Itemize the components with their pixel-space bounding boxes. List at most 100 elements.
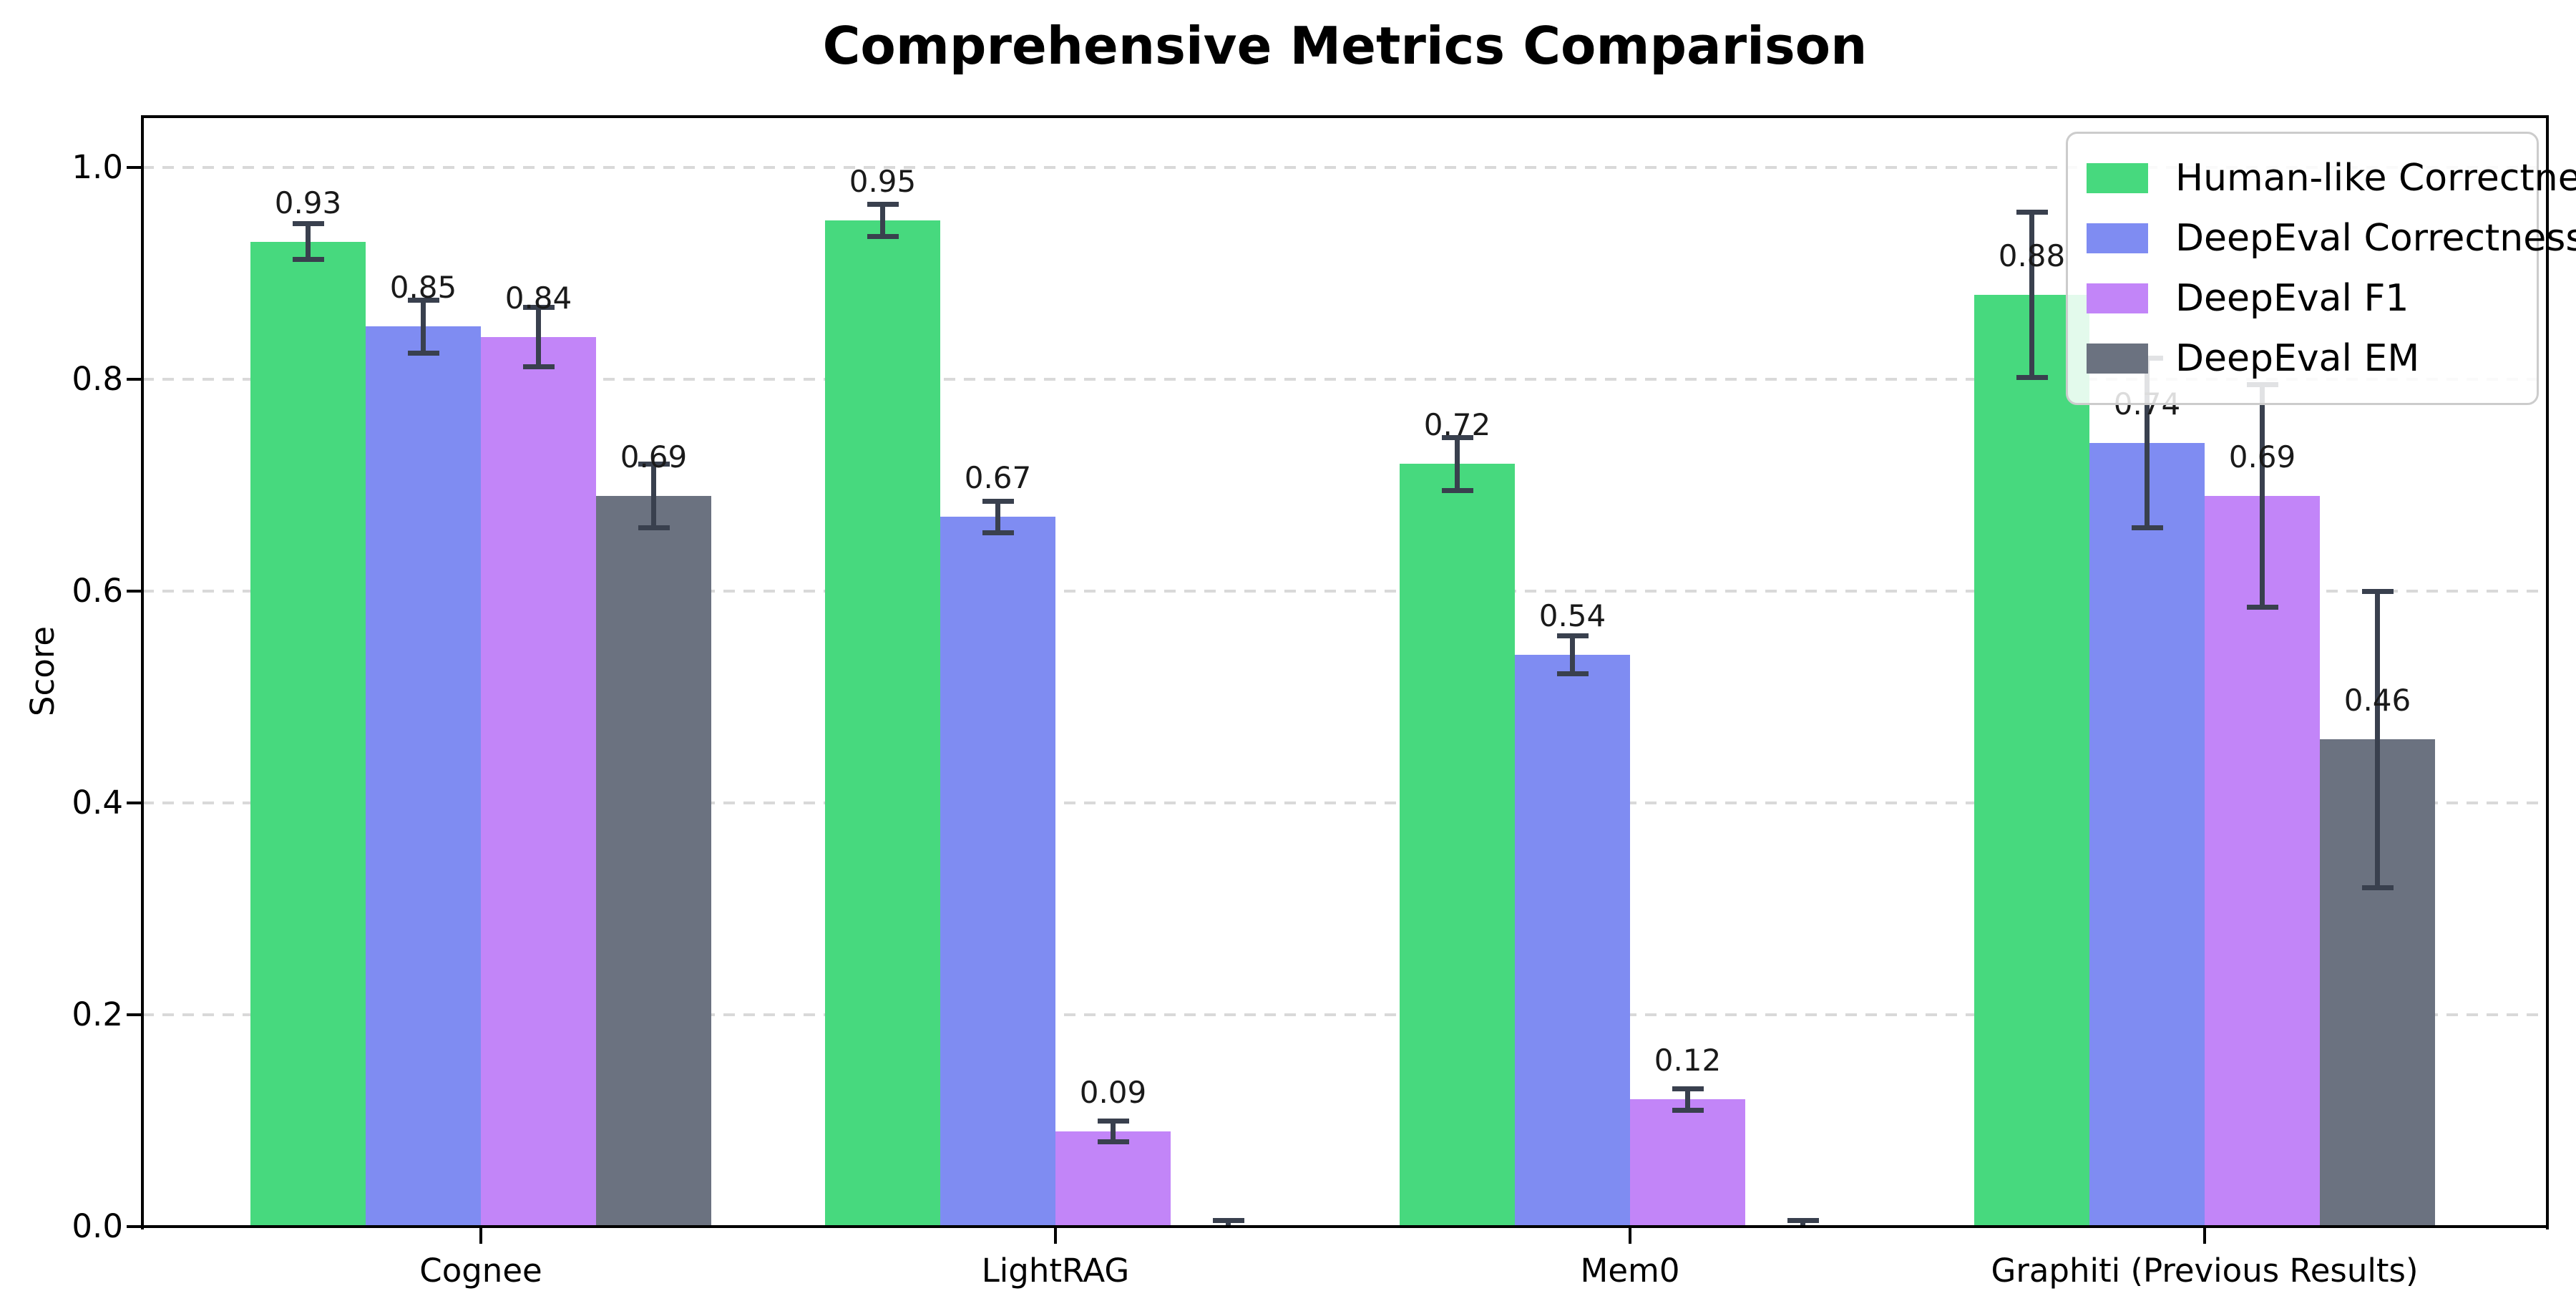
x-tick-label: Graphiti (Previous Results)	[1991, 1252, 2419, 1290]
gridline	[142, 802, 2547, 804]
bar-human-like-correctness	[250, 241, 366, 1227]
legend-item: Human-like Correctness	[2087, 148, 2576, 208]
error-bar-line	[1111, 1121, 1116, 1142]
bar-value-label: 0.69	[2228, 439, 2296, 474]
error-bar-line	[2375, 591, 2380, 888]
y-tick-mark	[127, 378, 142, 381]
error-bar-cap-top	[2361, 588, 2394, 594]
bar-deepeval-f1	[2205, 495, 2320, 1227]
error-bar-cap-top	[982, 498, 1014, 504]
y-tick-label: 0.4	[72, 784, 123, 822]
bar-value-label: 0.67	[964, 460, 1032, 496]
error-bar-cap-bottom	[292, 257, 324, 263]
bar-value-label: 0.69	[620, 439, 688, 474]
x-tick-mark	[479, 1228, 482, 1244]
error-bar-cap-bottom	[522, 364, 555, 369]
error-bar-line	[2029, 212, 2034, 378]
error-bar-line	[421, 300, 426, 353]
error-bar-line	[1570, 635, 1575, 674]
y-tick-mark	[127, 590, 142, 593]
x-tick-mark	[2203, 1228, 2206, 1244]
legend-label: DeepEval F1	[2175, 277, 2409, 320]
bar-deepeval-correctness	[940, 517, 1055, 1227]
legend-label: DeepEval EM	[2175, 337, 2420, 380]
bar-value-label: 0.88	[1998, 238, 2066, 273]
axis-spine-right	[2546, 117, 2549, 1229]
gridline	[142, 590, 2547, 593]
legend-swatch-deepeval-em	[2087, 344, 2148, 374]
y-tick-mark	[127, 802, 142, 804]
gridline	[142, 1013, 2547, 1016]
error-bar-cap-top	[407, 297, 439, 303]
axis-spine-left	[141, 117, 144, 1229]
bar-value-label: 0.85	[389, 270, 457, 305]
bar-human-like-correctness	[1400, 464, 1515, 1227]
x-tick-label: Mem0	[1580, 1252, 1680, 1290]
error-bar-cap-top	[1441, 434, 1473, 440]
y-tick-label: 0.2	[72, 995, 123, 1033]
error-bar-cap-top	[638, 461, 670, 467]
bar-human-like-correctness	[1974, 294, 2089, 1227]
legend-item: DeepEval EM	[2087, 328, 2518, 389]
error-bar-line	[2145, 358, 2150, 528]
x-tick-mark	[1629, 1228, 1631, 1244]
bar-value-label: 0.84	[504, 280, 572, 316]
error-bar-cap-bottom	[1556, 671, 1589, 676]
error-bar-cap-bottom	[407, 350, 439, 356]
error-bar-line	[651, 464, 656, 528]
bar-value-label: 0.54	[1538, 598, 1606, 633]
chart-title: Comprehensive Metrics Comparison	[822, 16, 1868, 76]
bar-deepeval-f1	[1630, 1099, 1745, 1227]
bar-deepeval-f1	[1055, 1131, 1171, 1227]
error-bar-cap-top	[2016, 209, 2048, 215]
bar-deepeval-em	[596, 495, 711, 1227]
legend-swatch-human-like-correctness	[2087, 163, 2148, 193]
y-tick-label: 0.0	[72, 1207, 123, 1245]
x-tick-label: LightRAG	[981, 1252, 1130, 1290]
error-bar-line	[1685, 1088, 1690, 1111]
bar-value-label: 0.95	[849, 164, 917, 199]
error-bar-line	[995, 501, 1000, 533]
bar-value-label: 0.12	[1654, 1043, 1722, 1078]
x-tick-mark	[1054, 1228, 1057, 1244]
error-bar-cap-bottom	[1672, 1107, 1704, 1113]
error-bar-cap-bottom	[2246, 604, 2278, 610]
legend: Human-like Correctness DeepEval Correctne…	[2066, 132, 2576, 405]
axis-spine-top	[141, 115, 2549, 118]
legend-swatch-deepeval-correctness	[2087, 223, 2148, 253]
error-bar-cap-top	[522, 304, 555, 310]
error-bar-cap-top	[1212, 1217, 1244, 1223]
error-bar-line	[306, 223, 311, 260]
bar-human-like-correctness	[825, 220, 940, 1227]
bar-deepeval-correctness	[366, 326, 481, 1227]
y-tick-label: 1.0	[72, 148, 123, 186]
error-bar-cap-bottom	[638, 525, 670, 530]
error-bar-cap-top	[1787, 1217, 1819, 1223]
gridline	[142, 378, 2547, 381]
bar-value-label: 0.09	[1079, 1074, 1147, 1110]
error-bar-line	[1455, 437, 1460, 491]
legend-item: DeepEval F1	[2087, 268, 2518, 328]
axis-spine-bottom	[141, 1225, 2549, 1228]
bar-deepeval-f1	[481, 336, 596, 1227]
bar-value-label: 0.72	[1423, 407, 1491, 443]
legend-label: DeepEval Correctness	[2175, 217, 2576, 260]
legend-swatch-deepeval-f1	[2087, 283, 2148, 313]
error-bar-line	[1226, 1220, 1231, 1227]
error-bar-cap-bottom	[2131, 525, 2163, 530]
x-tick-label: Cognee	[419, 1252, 542, 1290]
error-bar-cap-bottom	[867, 233, 899, 239]
bar-deepeval-correctness	[1515, 654, 1630, 1227]
error-bar-cap-bottom	[1441, 487, 1473, 493]
y-tick-mark	[127, 1225, 142, 1228]
bar-value-label: 0.46	[2343, 683, 2411, 718]
error-bar-cap-bottom	[982, 530, 1014, 536]
gridline	[142, 166, 2547, 169]
bar-deepeval-correctness	[2089, 442, 2205, 1227]
y-tick-mark	[127, 166, 142, 169]
error-bar-cap-bottom	[2016, 374, 2048, 380]
error-bar-cap-top	[292, 220, 324, 226]
error-bar-line	[536, 307, 541, 367]
y-tick-mark	[127, 1013, 142, 1016]
